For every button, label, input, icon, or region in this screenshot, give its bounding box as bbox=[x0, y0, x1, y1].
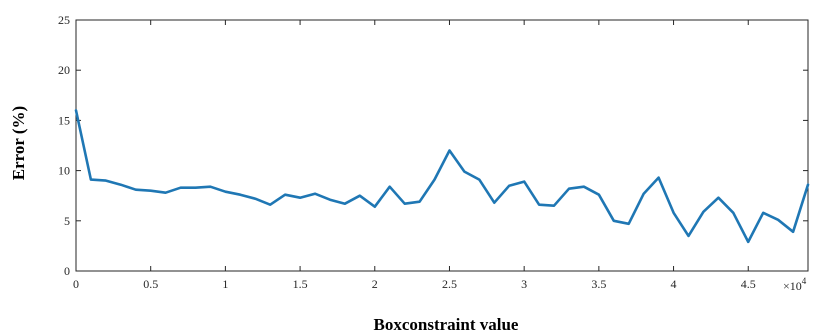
y-tick-label: 15 bbox=[58, 113, 70, 127]
x-axis-label: Boxconstraint value bbox=[374, 315, 519, 334]
x-tick-label: 1 bbox=[222, 277, 228, 291]
x-exponent-label: ×104 bbox=[783, 276, 807, 293]
y-tick-label: 0 bbox=[64, 264, 70, 278]
y-axis: 0 5 10 15 20 25 bbox=[58, 13, 808, 278]
plot-area bbox=[75, 19, 809, 272]
series-group bbox=[74, 109, 810, 244]
y-tick-label: 10 bbox=[58, 164, 70, 178]
x-tick-label: 0.5 bbox=[143, 277, 158, 291]
x-tick-label: 3 bbox=[521, 277, 527, 291]
x-axis: 0 0.5 1 1.5 2 2.5 3 3.5 4 4.5 bbox=[73, 20, 756, 291]
y-tick-label: 25 bbox=[58, 13, 70, 27]
plot-box bbox=[75, 19, 809, 272]
x-tick-label: 4 bbox=[671, 277, 677, 291]
x-tick-label: 4.5 bbox=[741, 277, 756, 291]
series-line bbox=[74, 109, 810, 244]
x-tick-label: 0 bbox=[73, 277, 79, 291]
x-tick-label: 2.5 bbox=[442, 277, 457, 291]
y-axis-label: Error (%) bbox=[9, 106, 28, 180]
y-tick-label: 5 bbox=[64, 214, 70, 228]
x-tick-label: 1.5 bbox=[293, 277, 308, 291]
y-tick-label: 20 bbox=[58, 63, 70, 77]
x-tick-label: 3.5 bbox=[591, 277, 606, 291]
x-tick-label: 2 bbox=[372, 277, 378, 291]
